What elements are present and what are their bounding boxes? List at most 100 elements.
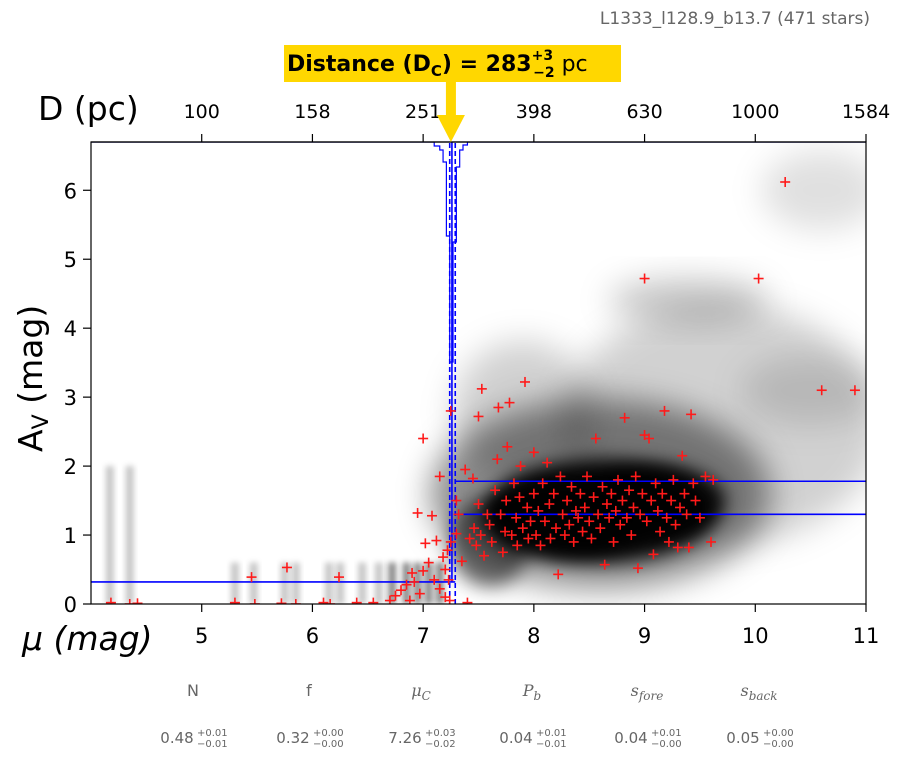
density-column <box>413 562 422 604</box>
star-point <box>593 509 604 520</box>
star-point <box>514 492 525 503</box>
param-column: N 0.48 +0.01−0.01 <box>160 681 227 750</box>
distance-posterior-histogram <box>91 142 866 363</box>
density-column <box>105 466 114 604</box>
top-tick-label: 1000 <box>731 101 779 123</box>
star-point <box>476 383 487 394</box>
star-point <box>535 540 546 551</box>
model-lines <box>91 142 866 604</box>
y-tick-label: 1 <box>64 524 77 548</box>
star-point <box>427 510 437 521</box>
star-point <box>453 509 464 520</box>
star-point <box>471 540 482 551</box>
star-point <box>690 495 701 506</box>
star-point <box>595 523 606 534</box>
distance-err-minus: −2 <box>533 65 554 81</box>
top-tick-label: 100 <box>184 101 220 123</box>
star-point <box>511 512 522 523</box>
y-axis-label-unit: (mag) <box>11 305 50 415</box>
star-point <box>668 474 679 485</box>
star-point <box>706 536 716 547</box>
param-column: sfore 0.04 +0.01−0.00 <box>614 681 681 750</box>
star-point <box>577 526 588 537</box>
star-point <box>679 488 690 499</box>
star-point <box>531 530 542 541</box>
star-point <box>431 535 442 546</box>
chart-subtitle: L1333_l128.9_b13.7 (471 stars) <box>600 9 870 29</box>
star-point <box>564 519 575 530</box>
star-point <box>429 574 440 585</box>
param-err-plus: +0.00 <box>313 728 344 739</box>
density-column <box>291 562 300 604</box>
x-axis-ticks: 5 6 7 8 9 10 11 <box>195 604 879 648</box>
star-point <box>849 385 860 396</box>
density-heatmap <box>105 150 866 604</box>
star-point <box>281 562 292 573</box>
param-value: 0.32 <box>276 729 309 747</box>
star-point <box>456 556 467 567</box>
star-point <box>548 488 559 499</box>
density-column <box>424 562 433 604</box>
star-point <box>438 552 449 563</box>
density-blob <box>740 355 866 426</box>
param-value: 7.26 <box>388 729 421 747</box>
star-point <box>606 488 617 499</box>
x-tick-label: 8 <box>527 624 540 648</box>
param-name: f <box>306 681 312 700</box>
param-value: 0.04 <box>499 729 532 747</box>
star-point <box>637 488 648 499</box>
star-point <box>688 478 699 489</box>
star-point <box>501 495 512 506</box>
star-point <box>686 409 697 420</box>
star-point <box>780 176 791 187</box>
arrow-shaft <box>445 82 456 116</box>
star-point <box>604 512 615 523</box>
density-column <box>249 562 258 604</box>
param-column: Pb 0.04 +0.01−0.01 <box>499 681 566 750</box>
param-err-minus: −0.01 <box>197 739 228 750</box>
param-value: 0.04 <box>614 729 647 747</box>
star-point <box>475 530 486 541</box>
star-point <box>573 512 584 523</box>
param-value: 0.48 <box>160 729 193 747</box>
param-value: 0.05 <box>726 729 759 747</box>
y-tick-label: 6 <box>64 179 77 203</box>
star-point <box>683 542 694 553</box>
x-tick-label: 5 <box>195 624 208 648</box>
x-tick-label: 10 <box>742 624 769 648</box>
star-point <box>816 385 827 396</box>
distance-unit: pc <box>555 52 588 77</box>
star-point <box>451 495 462 506</box>
star-point <box>434 583 445 594</box>
star-point <box>652 505 663 516</box>
star-point <box>467 473 478 484</box>
distance-banner: Distance (DC) = 283+3 −2 pc <box>284 45 621 82</box>
top-tick-label: 158 <box>294 101 330 123</box>
star-point <box>124 599 135 604</box>
distance-err-plus: +3 <box>532 48 553 64</box>
top-tick-label: 251 <box>405 101 441 123</box>
star-point <box>418 565 429 576</box>
star-point <box>528 447 539 458</box>
star-point <box>497 547 508 558</box>
star-point <box>632 563 643 574</box>
star-point <box>522 502 533 513</box>
star-point <box>542 457 553 468</box>
param-column: sback 0.05 +0.00−0.00 <box>726 681 793 750</box>
distance-label-sub: C <box>431 62 442 80</box>
star-point <box>562 495 573 506</box>
density-column <box>125 466 134 604</box>
star-point <box>597 481 608 492</box>
star-point <box>390 590 401 601</box>
star-point <box>586 533 597 544</box>
star-point <box>663 536 674 547</box>
distance-value: ) = 283 <box>442 52 532 77</box>
star-point <box>502 441 513 452</box>
density-column <box>336 562 345 604</box>
param-err-plus: +0.00 <box>763 728 794 739</box>
star-point <box>624 485 635 496</box>
top-axis-ticks: 100 158 251 398 630 1000 1584 <box>91 101 890 143</box>
param-column: f 0.32 +0.00−0.00 <box>276 681 343 750</box>
param-column: μC 7.26 +0.03−0.02 <box>388 681 455 750</box>
star-point <box>557 509 568 520</box>
